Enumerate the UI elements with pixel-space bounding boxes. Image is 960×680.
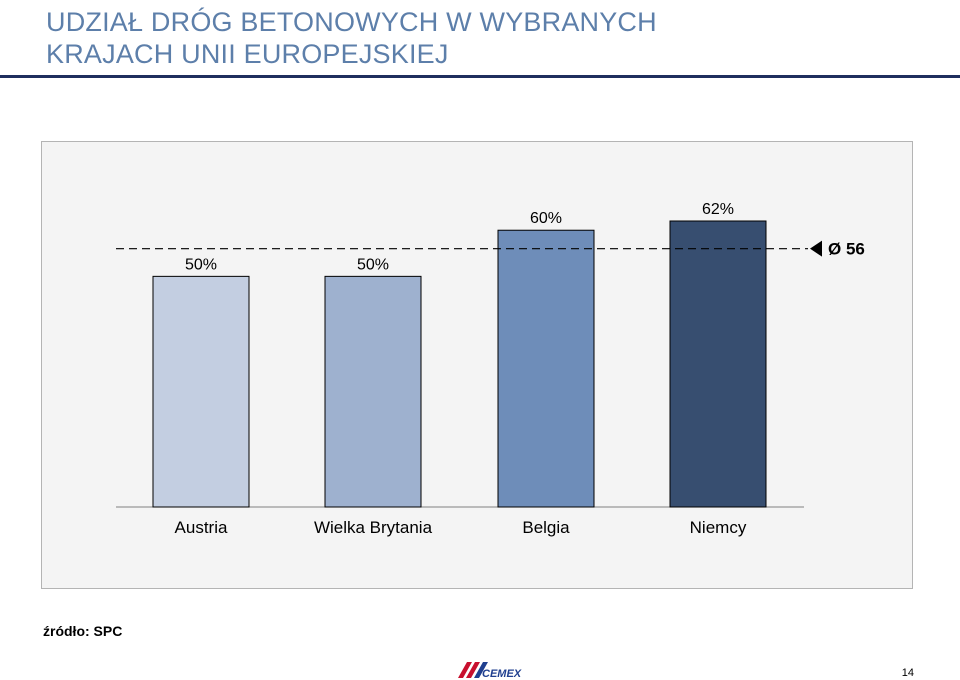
- title-line-2: KRAJACH UNII EUROPEJSKIEJ: [46, 39, 449, 69]
- data-label: 62%: [702, 201, 734, 218]
- data-label: 50%: [185, 256, 217, 273]
- category-label: Wielka Brytania: [314, 518, 433, 537]
- source-note: źródło: SPC: [43, 623, 123, 639]
- bar-austria: [152, 275, 250, 508]
- cemex-logo: CEMEX: [458, 662, 522, 680]
- bar-niemcy: [669, 220, 767, 508]
- svg-text:CEMEX: CEMEX: [482, 668, 522, 680]
- slide-title: UDZIAŁ DRÓG BETONOWYCH W WYBRANYCH KRAJA…: [46, 6, 926, 70]
- category-label: Niemcy: [690, 518, 747, 537]
- bar-chart: 50% Austria 50% Wielka Brytania 60% Belgia 62%…: [116, 201, 865, 537]
- title-divider: [0, 75, 960, 78]
- bar-belgia: [497, 229, 595, 508]
- page-number: 14: [901, 667, 914, 679]
- chart-panel: 50% Austria 50% Wielka Brytania 60% Belgia 62%…: [41, 141, 913, 589]
- title-line-1: UDZIAŁ DRÓG BETONOWYCH W WYBRANYCH: [46, 7, 657, 37]
- data-label: 50%: [357, 256, 389, 273]
- category-label: Belgia: [522, 518, 570, 537]
- category-label: Austria: [175, 518, 228, 537]
- average-marker: [810, 240, 822, 257]
- data-label: 60%: [530, 210, 562, 227]
- bar-wielka-brytania: [324, 275, 422, 508]
- average-label: Ø 56: [828, 240, 865, 259]
